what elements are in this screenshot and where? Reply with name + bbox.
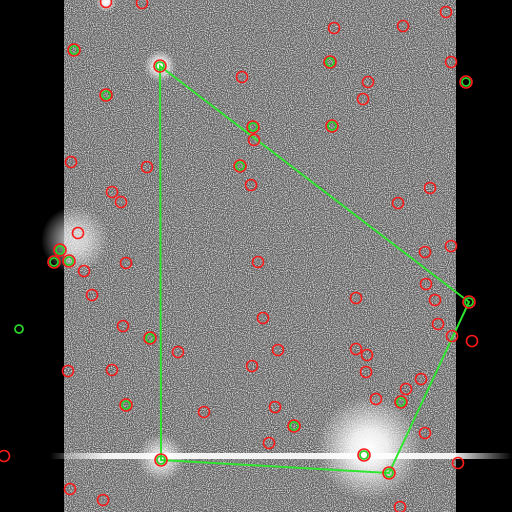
red-source-marker — [361, 75, 375, 89]
green-source-marker — [359, 450, 369, 460]
red-source-marker — [369, 392, 383, 406]
red-source-marker — [445, 329, 459, 343]
red-source-marker — [197, 405, 211, 419]
bright-star-glow — [317, 396, 421, 500]
red-source-marker — [423, 181, 437, 195]
green-source-marker — [235, 161, 245, 171]
red-source-marker — [105, 185, 119, 199]
red-source-marker — [251, 255, 265, 269]
red-source-marker — [53, 243, 67, 257]
red-source-marker — [245, 359, 259, 373]
red-source-marker — [357, 448, 371, 462]
red-source-marker — [119, 256, 133, 270]
red-source-marker — [462, 295, 476, 309]
red-source-marker — [271, 343, 285, 357]
red-source-marker — [439, 5, 453, 19]
green-source-marker — [55, 245, 65, 255]
red-source-marker — [414, 372, 428, 386]
red-source-marker — [459, 75, 473, 89]
red-source-marker — [418, 245, 432, 259]
red-source-marker — [391, 196, 405, 210]
red-source-marker — [47, 255, 61, 269]
red-source-marker — [359, 365, 373, 379]
red-source-marker — [444, 239, 458, 253]
red-source-marker — [235, 70, 249, 84]
red-source-marker — [96, 493, 110, 507]
red-source-marker — [393, 500, 407, 512]
red-source-marker — [153, 59, 167, 73]
red-source-marker — [465, 334, 479, 348]
green-source-marker — [248, 122, 258, 132]
red-source-marker — [419, 277, 433, 291]
selection-polygon — [158, 63, 471, 475]
red-source-marker — [154, 453, 168, 467]
red-source-marker — [287, 419, 301, 433]
red-source-marker — [327, 21, 341, 35]
red-source-marker — [349, 342, 363, 356]
green-source-marker — [384, 468, 394, 478]
red-source-marker — [396, 19, 410, 33]
red-source-marker — [431, 317, 445, 331]
green-source-marker — [396, 397, 406, 407]
red-source-marker — [451, 456, 465, 470]
red-source-marker — [85, 288, 99, 302]
red-source-marker — [418, 426, 432, 440]
green-source-marker — [101, 90, 111, 100]
red-source-marker — [116, 319, 130, 333]
red-source-marker — [99, 88, 113, 102]
red-source-marker — [323, 55, 337, 69]
bleed-streak — [50, 453, 512, 459]
red-source-marker — [119, 398, 133, 412]
red-source-marker — [349, 291, 363, 305]
green-source-marker — [14, 324, 24, 334]
red-source-marker — [233, 159, 247, 173]
green-source-marker — [461, 77, 471, 87]
green-source-marker — [121, 400, 131, 410]
red-source-marker — [325, 119, 339, 133]
green-source-marker — [145, 333, 155, 343]
red-source-marker — [62, 254, 76, 268]
red-source-marker — [356, 92, 370, 106]
red-source-marker — [77, 264, 91, 278]
red-source-marker — [394, 395, 408, 409]
red-source-marker — [171, 345, 185, 359]
green-source-marker — [156, 455, 166, 465]
red-source-marker — [105, 363, 119, 377]
red-source-marker — [382, 466, 396, 480]
red-source-marker — [71, 226, 85, 240]
red-source-marker — [99, 0, 113, 9]
green-source-marker — [155, 61, 165, 71]
green-source-marker — [289, 421, 299, 431]
red-source-marker — [247, 133, 261, 147]
red-source-marker — [63, 482, 77, 496]
red-source-marker — [244, 178, 258, 192]
red-source-marker — [67, 43, 81, 57]
green-source-marker — [464, 297, 474, 307]
red-source-marker — [399, 382, 413, 396]
red-source-marker — [262, 436, 276, 450]
green-source-marker — [325, 57, 335, 67]
red-source-marker — [0, 449, 11, 463]
red-source-marker — [64, 155, 78, 169]
red-source-marker — [428, 293, 442, 307]
red-source-marker — [246, 120, 260, 134]
red-source-marker — [114, 195, 128, 209]
red-source-marker — [444, 55, 458, 69]
green-source-marker — [327, 121, 337, 131]
red-source-marker — [143, 331, 157, 345]
red-source-marker — [268, 400, 282, 414]
red-source-marker — [135, 0, 149, 10]
green-source-marker — [49, 257, 59, 267]
red-source-marker — [256, 311, 270, 325]
red-source-marker — [360, 348, 374, 362]
green-source-marker — [69, 45, 79, 55]
green-source-marker — [64, 256, 74, 266]
red-source-marker — [61, 364, 75, 378]
red-source-marker — [140, 160, 154, 174]
